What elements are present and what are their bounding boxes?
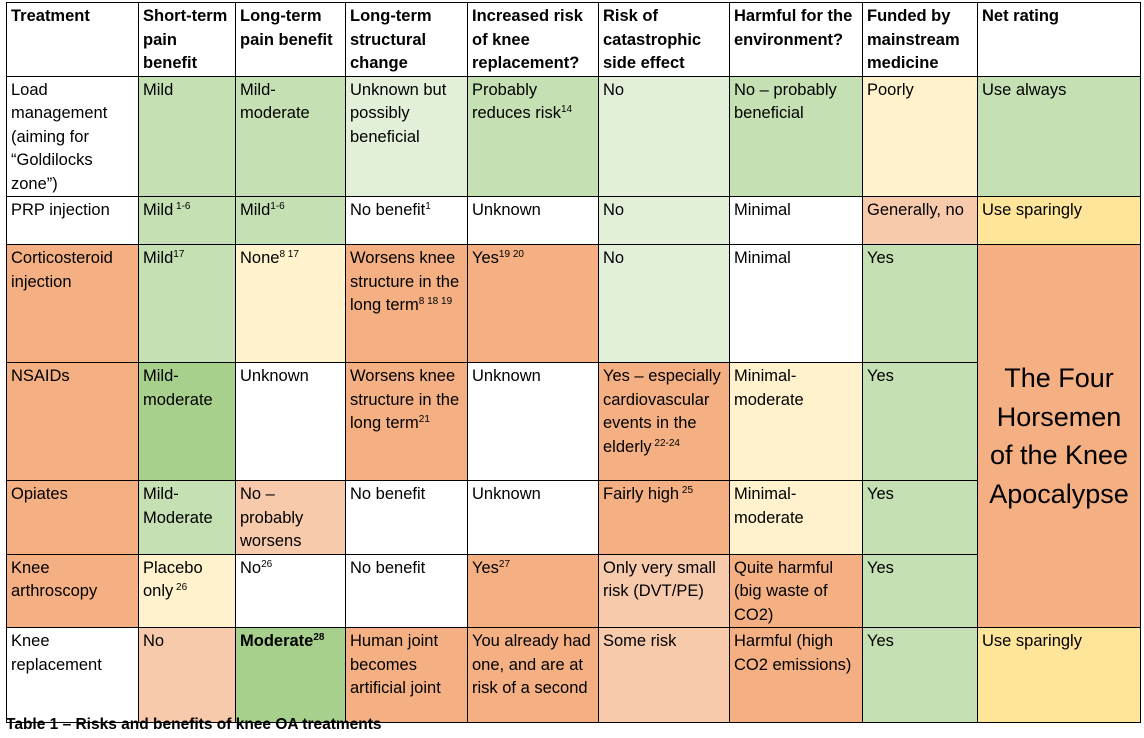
table-row-knee-arthroscopy: Knee arthroscopy Placebo only 26 No26 No… [6, 553, 1141, 628]
replacement-risk-cell: You already had one, and are at risk of … [467, 627, 599, 723]
funded-cell: Yes [862, 244, 978, 363]
structural-cell: No benefit [345, 480, 468, 555]
table-row-corticosteroid: Corticosteroid injection Mild17 None8 17… [6, 244, 1141, 628]
replacement-risk-cell: Probably reduces risk14 [467, 75, 599, 197]
short-term-cell: Mild [138, 75, 236, 197]
structural-cell: No benefit [345, 553, 468, 628]
environment-cell: Minimal-moderate [729, 362, 863, 481]
funded-cell: Yes [862, 627, 978, 723]
header-knee-replacement-risk: Increased risk of knee replacement? [467, 2, 599, 77]
structural-cell: No benefit1 [345, 196, 468, 245]
short-term-cell: Mild-Moderate [138, 480, 236, 555]
treatment-cell: Opiates [6, 480, 139, 555]
header-net-rating: Net rating [977, 2, 1141, 77]
long-term-cell: None8 17 [235, 244, 346, 363]
catastrophic-cell: No [598, 244, 730, 363]
header-structural-change: Long-term structural change [345, 2, 468, 77]
treatment-comparison-table: Treatment Short-term pain benefit Long-t… [6, 2, 1141, 723]
short-term-cell: Mild17 [138, 244, 236, 363]
long-term-cell: Moderate28 [235, 627, 346, 723]
environment-cell: Quite harmful (big waste of CO2) [729, 553, 863, 628]
long-term-cell: Mild1-6 [235, 196, 346, 245]
funded-cell: Generally, no [862, 196, 978, 245]
environment-cell: Minimal [729, 244, 863, 363]
structural-cell: Human joint becomes artificial joint [345, 627, 468, 723]
environment-cell: Harmful (high CO2 emissions) [729, 627, 863, 723]
long-term-cell: No – probably worsens [235, 480, 346, 555]
structural-cell: Worsens knee structure in the long term8… [345, 244, 468, 363]
environment-cell: Minimal-moderate [729, 480, 863, 555]
funded-cell: Yes [862, 362, 978, 481]
short-term-cell: Mild 1-6 [138, 196, 236, 245]
header-environment: Harmful for the environment? [729, 2, 863, 77]
replacement-risk-cell: Unknown [467, 362, 599, 481]
treatment-cell: Knee replacement [6, 627, 139, 723]
net-rating-cell: Use sparingly [977, 627, 1141, 723]
funded-cell: Poorly [862, 75, 978, 197]
header-funded: Funded by mainstream medicine [862, 2, 978, 77]
catastrophic-cell: Some risk [598, 627, 730, 723]
replacement-risk-cell: Unknown [467, 480, 599, 555]
short-term-cell: Mild-moderate [138, 362, 236, 481]
four-horsemen-cell: The Four Horsemen of the Knee Apocalypse [977, 244, 1141, 628]
header-treatment: Treatment [6, 2, 139, 77]
environment-cell: No – probably beneficial [729, 75, 863, 197]
long-term-cell: Unknown [235, 362, 346, 481]
catastrophic-cell: Fairly high 25 [598, 480, 730, 555]
environment-cell: Minimal [729, 196, 863, 245]
header-short-term-pain: Short-term pain benefit [138, 2, 236, 77]
header-catastrophic-risk: Risk of catastrophic side effect [598, 2, 730, 77]
net-rating-cell: Use sparingly [977, 196, 1141, 245]
catastrophic-cell: Only very small risk (DVT/PE) [598, 553, 730, 628]
treatment-cell: Load management (aiming for “Goldilocks … [6, 75, 139, 197]
header-row: Treatment Short-term pain benefit Long-t… [6, 2, 1141, 77]
long-term-cell: Mild-moderate [235, 75, 346, 197]
short-term-cell: Placebo only 26 [138, 553, 236, 628]
short-term-cell: No [138, 627, 236, 723]
net-rating-cell: Use always [977, 75, 1141, 197]
replacement-risk-cell: Yes27 [467, 553, 599, 628]
catastrophic-cell: No [598, 196, 730, 245]
replacement-risk-cell: Unknown [467, 196, 599, 245]
catastrophic-cell: No [598, 75, 730, 197]
table-row-knee-replacement: Knee replacement No Moderate28 Human joi… [6, 627, 1141, 723]
long-term-cell: No26 [235, 553, 346, 628]
catastrophic-cell: Yes – especially cardiovascular events i… [598, 362, 730, 481]
funded-cell: Yes [862, 480, 978, 555]
table-row-load-management: Load management (aiming for “Goldilocks … [6, 75, 1141, 197]
structural-cell: Worsens knee structure in the long term2… [345, 362, 468, 481]
treatment-cell: NSAIDs [6, 362, 139, 481]
treatment-cell: PRP injection [6, 196, 139, 245]
header-long-term-pain: Long-term pain benefit [235, 2, 346, 77]
replacement-risk-cell: Yes19 20 [467, 244, 599, 363]
funded-cell: Yes [862, 553, 978, 628]
structural-cell: Unknown but possibly beneficial [345, 75, 468, 197]
table-row-nsaids: NSAIDs Mild-moderate Unknown Worsens kne… [6, 362, 1141, 481]
table-row-prp-injection: PRP injection Mild 1-6 Mild1-6 No benefi… [6, 196, 1141, 245]
treatment-cell: Knee arthroscopy [6, 553, 139, 628]
table-caption: Table 1 – Risks and benefits of knee OA … [6, 716, 382, 733]
table-row-opiates: Opiates Mild-Moderate No – probably wors… [6, 480, 1141, 555]
treatment-cell: Corticosteroid injection [6, 244, 139, 363]
